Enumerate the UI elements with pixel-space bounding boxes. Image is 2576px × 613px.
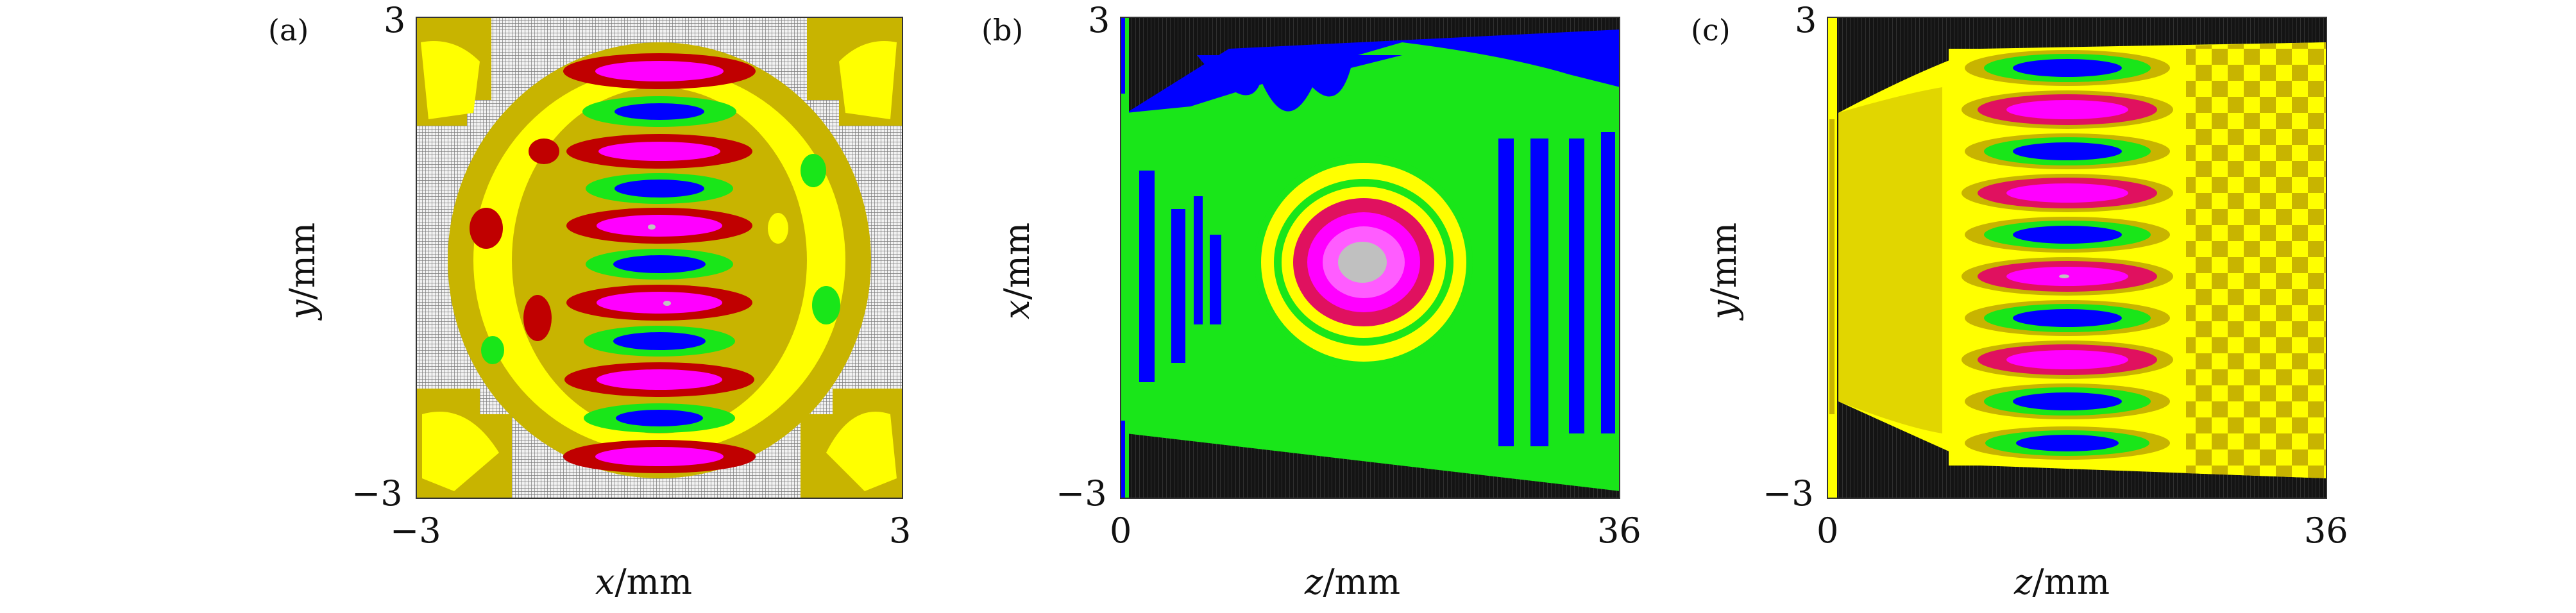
panel-b-streak bbox=[1530, 139, 1548, 446]
panel-b-streak-top bbox=[1197, 55, 1402, 112]
panel-c-xlabel-var: z bbox=[2014, 562, 2033, 602]
panel-a-lobe bbox=[586, 249, 733, 280]
panel-b-ytick-bottom: −3 bbox=[1056, 473, 1107, 514]
panel-c-lobe bbox=[1962, 257, 2173, 296]
panel-c-lobe bbox=[1962, 340, 2173, 379]
panel-b-streak bbox=[1139, 171, 1155, 382]
panel-a-plot bbox=[416, 17, 903, 499]
panel-a-xlabel-unit: /mm bbox=[614, 562, 693, 602]
panel-b-left-edge bbox=[1120, 17, 1129, 499]
panel-a-corner-tl-yellow bbox=[421, 41, 480, 119]
panel-a-ytick-bottom: −3 bbox=[352, 473, 403, 514]
panel-c-ylabel-unit: /mm bbox=[1704, 222, 1744, 300]
panel-a-xlabel: x/mm bbox=[595, 562, 692, 602]
panel-c-lobe bbox=[1965, 133, 2170, 169]
panel-b-left-edge-blue bbox=[1120, 17, 1125, 94]
panel-c-left-edge-olive bbox=[1829, 119, 1835, 414]
panel-b-ylabel-var: x bbox=[997, 299, 1037, 319]
panel-b-xlabel-var: z bbox=[1305, 562, 1323, 602]
panel-a-xlabel-var: x bbox=[595, 562, 615, 602]
panel-b-xlabel-unit: /mm bbox=[1323, 562, 1401, 602]
panel-a-lobe bbox=[582, 96, 736, 127]
panel-c-ylabel: y/mm bbox=[1704, 223, 1744, 319]
panel-a-lobe bbox=[564, 362, 754, 397]
panel-b-ylabel: x/mm bbox=[997, 223, 1037, 319]
panel-a-blob bbox=[523, 295, 552, 341]
panel-a-blob bbox=[481, 336, 504, 364]
panel-c-lobe bbox=[1965, 426, 2170, 460]
panel-a-ylabel-var: y bbox=[282, 299, 323, 319]
panel-b-xlabel: z/mm bbox=[1305, 562, 1400, 602]
panel-a-lobe bbox=[584, 326, 735, 357]
panel-a-corner-br-yellow bbox=[826, 412, 897, 491]
panel-a-letter: (a) bbox=[268, 13, 309, 47]
panel-a-xtick-left: −3 bbox=[390, 510, 441, 551]
panel-a-lobe bbox=[566, 134, 752, 169]
panel-a-blob bbox=[768, 213, 788, 244]
panel-c-plot bbox=[1827, 17, 2327, 499]
panel-a-lobe bbox=[584, 403, 735, 433]
panel-c-olive-wedge bbox=[1838, 87, 1942, 433]
panel-b-streak bbox=[1569, 139, 1584, 433]
panel-c-lobe bbox=[1965, 300, 2170, 336]
panel-b-letter: (b) bbox=[981, 13, 1024, 47]
panel-c-lobe bbox=[1965, 383, 2170, 419]
panel-a-ytick-top: 3 bbox=[384, 0, 406, 40]
panel-a-axes-box bbox=[416, 17, 903, 499]
panel-a-lobe bbox=[566, 208, 752, 244]
panel-a-blob bbox=[529, 139, 559, 164]
panel-b-streak bbox=[1194, 196, 1203, 324]
panel-c-xtick-right: 36 bbox=[2304, 510, 2348, 551]
panel-b-streak bbox=[1171, 209, 1185, 363]
panel-a-ylabel: y/mm bbox=[282, 223, 323, 319]
panel-a-xtick-right: 3 bbox=[889, 510, 911, 551]
panel-a-corner-tr-yellow bbox=[839, 41, 897, 119]
panel-a-ylabel-unit: /mm bbox=[282, 222, 323, 300]
panel-b-streak bbox=[1210, 235, 1221, 324]
panel-c-lobe bbox=[1962, 174, 2173, 212]
panel-c-xlabel-unit: /mm bbox=[2032, 562, 2110, 602]
panel-a-lobe bbox=[586, 173, 733, 204]
panel-c-ylabel-var: y bbox=[1704, 299, 1744, 319]
panel-a-lobe bbox=[563, 440, 756, 473]
panel-a-lobe bbox=[563, 53, 756, 89]
panel-c-lobe bbox=[1965, 50, 2170, 86]
panel-b-streak bbox=[1601, 132, 1615, 433]
panel-a-blob bbox=[470, 208, 503, 249]
panel-c-lobe bbox=[1965, 217, 2170, 253]
panel-b-left-edge-blue bbox=[1120, 421, 1125, 499]
panel-a-corner-bl-yellow bbox=[422, 412, 499, 491]
panel-c-xtick-left: 0 bbox=[1817, 510, 1839, 551]
panel-c-letter: (c) bbox=[1691, 13, 1731, 47]
panel-c-ytick-top: 3 bbox=[1795, 0, 1817, 40]
panel-c-axes-box bbox=[1827, 17, 2327, 499]
panel-b-plot bbox=[1120, 17, 1620, 499]
panel-b-xtick-right: 36 bbox=[1597, 510, 1641, 551]
panel-c-lobe bbox=[1962, 90, 2173, 129]
panel-b-ytick-top: 3 bbox=[1088, 0, 1110, 40]
panel-a-blob bbox=[801, 154, 826, 187]
panel-c-ytick-bottom: −3 bbox=[1763, 473, 1814, 514]
panel-b-central-spot bbox=[1255, 155, 1473, 370]
panel-b-streak bbox=[1498, 139, 1514, 446]
panel-b-axes-box bbox=[1120, 17, 1620, 499]
panel-c-checker bbox=[2186, 42, 2327, 478]
panel-a-blob bbox=[812, 286, 840, 324]
panel-c-xlabel: z/mm bbox=[2014, 562, 2110, 602]
panel-a-lobe bbox=[566, 285, 752, 321]
panel-b-xtick-left: 0 bbox=[1110, 510, 1132, 551]
panel-b-ylabel-unit: /mm bbox=[997, 222, 1037, 300]
